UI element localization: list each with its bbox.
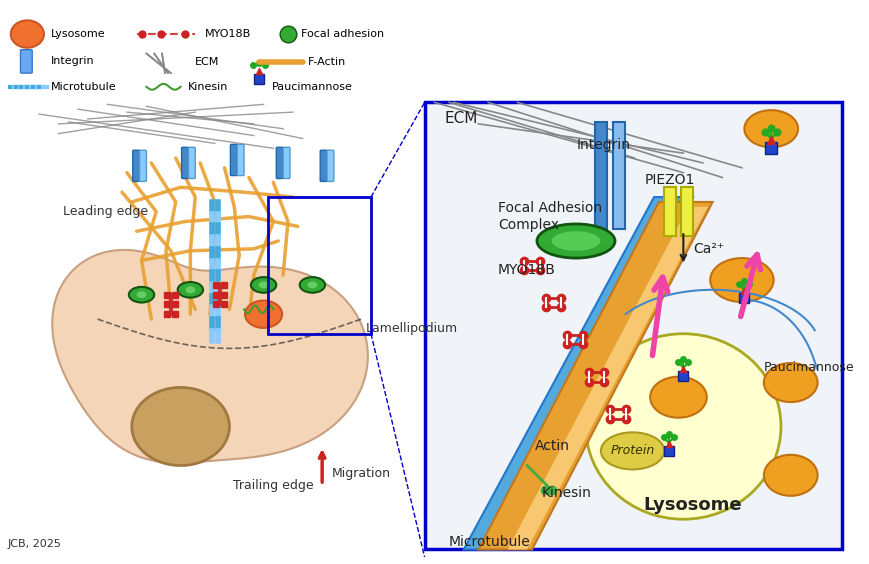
Ellipse shape [536,224,614,258]
Ellipse shape [307,281,317,288]
Bar [594,122,607,230]
FancyBboxPatch shape [276,147,282,179]
Text: Paucimannose: Paucimannose [762,362,853,374]
Text: Focal adhesion: Focal adhesion [301,29,383,39]
Polygon shape [507,207,707,549]
FancyBboxPatch shape [327,150,334,182]
Text: MYO18B: MYO18B [497,263,555,277]
Ellipse shape [299,277,325,293]
FancyBboxPatch shape [139,150,146,182]
Text: Integrin: Integrin [575,138,629,152]
Text: Trailing edge: Trailing edge [233,478,314,492]
Text: Kinesin: Kinesin [541,486,591,500]
Text: Actin: Actin [534,439,569,453]
Bar [254,74,263,84]
Bar [738,293,748,302]
Text: Kinesin: Kinesin [187,82,228,92]
Text: Ca²⁺: Ca²⁺ [693,242,723,256]
Ellipse shape [649,377,706,418]
Bar [663,446,673,456]
Ellipse shape [10,20,43,48]
Text: Migration: Migration [332,467,390,480]
Text: Lamellipodium: Lamellipodium [366,323,458,336]
FancyBboxPatch shape [282,147,289,179]
Text: Paucimannose: Paucimannose [271,82,352,92]
Ellipse shape [131,387,229,465]
Bar [663,187,674,236]
Ellipse shape [585,334,780,519]
Text: Microtubule: Microtubule [50,82,116,92]
Polygon shape [463,197,693,549]
FancyBboxPatch shape [237,144,244,175]
FancyBboxPatch shape [133,150,139,182]
Text: F-Actin: F-Actin [307,58,345,67]
FancyBboxPatch shape [189,147,195,179]
Ellipse shape [177,282,202,298]
FancyBboxPatch shape [230,144,237,175]
Text: Integrin: Integrin [50,56,94,67]
Text: MYO18B: MYO18B [205,29,251,39]
Ellipse shape [763,363,817,402]
Text: JCB, 2025: JCB, 2025 [8,539,62,549]
Text: Microtubule: Microtubule [448,535,530,549]
Bar [765,142,776,154]
FancyBboxPatch shape [21,50,32,73]
Text: Leading edge: Leading edge [63,205,149,218]
Ellipse shape [185,287,195,293]
Ellipse shape [129,287,154,302]
Text: Nucleus: Nucleus [153,420,208,434]
Text: Lysosome: Lysosome [643,496,741,514]
FancyBboxPatch shape [182,147,189,179]
Ellipse shape [258,281,269,288]
Text: PIEZO1: PIEZO1 [644,174,694,187]
Ellipse shape [136,291,146,298]
Text: Protein: Protein [610,444,654,457]
Bar [680,187,693,236]
Text: ECM: ECM [444,112,477,126]
Ellipse shape [600,433,664,469]
Text: ECM: ECM [195,58,219,67]
Text: Focal Adhesion
Complex: Focal Adhesion Complex [497,201,601,232]
Polygon shape [478,202,712,549]
Ellipse shape [551,231,600,251]
Polygon shape [478,202,687,549]
Bar [613,122,624,230]
Ellipse shape [709,258,773,302]
Ellipse shape [250,277,276,293]
Bar [269,197,370,334]
Bar [678,371,687,381]
Ellipse shape [744,110,797,147]
Ellipse shape [245,301,282,328]
Text: Lysosome: Lysosome [50,29,105,39]
FancyBboxPatch shape [320,150,327,182]
Bar [424,103,840,549]
Ellipse shape [763,455,817,496]
Polygon shape [52,250,368,462]
